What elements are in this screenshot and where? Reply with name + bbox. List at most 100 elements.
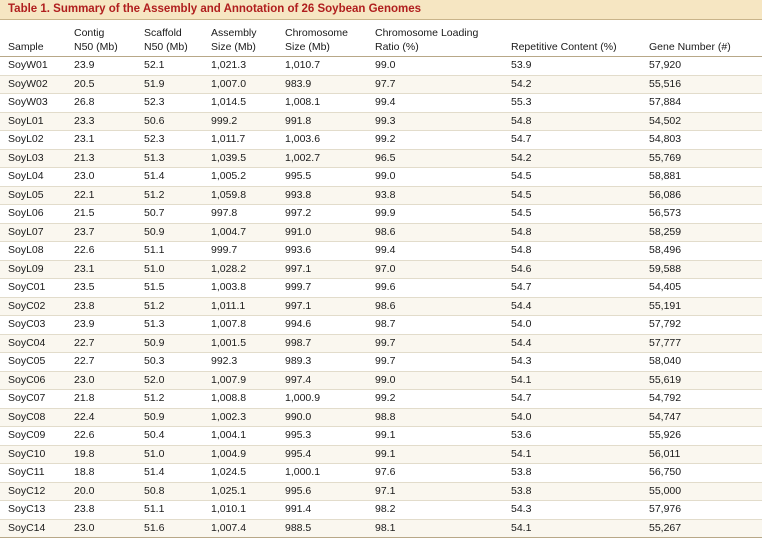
value-cell: 991.0 [277, 223, 367, 242]
value-cell: 23.0 [66, 371, 136, 390]
value-cell: 52.3 [136, 130, 203, 150]
value-cell: 51.1 [136, 241, 203, 261]
value-cell: 97.1 [367, 482, 503, 501]
value-cell: 55,619 [641, 371, 762, 390]
value-cell: 1,008.1 [277, 93, 367, 113]
value-cell: 99.1 [367, 426, 503, 446]
value-cell: 1,039.5 [203, 149, 277, 168]
table-row: SoyL03 21.3 51.3 1,039.5 1,002.7 96.5 54.2 55,7… [0, 149, 762, 168]
header-row: Sample Contig N50 (Mb) Scaffold N50 (Mb) Asse… [0, 20, 762, 57]
value-cell: 997.1 [277, 297, 367, 316]
column-header: Sample [0, 20, 66, 57]
value-cell: 56,086 [641, 186, 762, 205]
value-cell: 1,010.7 [277, 56, 367, 76]
table-row: SoyC04 22.7 50.9 1,001.5 998.7 99.7 54.4 57,777 [0, 334, 762, 353]
sample-cell: SoyC03 [0, 315, 66, 335]
column-header-line1: Scaffold [144, 27, 182, 39]
table-row: SoyW01 23.9 52.1 1,021.3 1,010.7 99.0 53.9 57,9… [0, 56, 762, 76]
value-cell: 56,750 [641, 463, 762, 483]
value-cell: 55,926 [641, 426, 762, 446]
value-cell: 1,005.2 [203, 167, 277, 187]
value-cell: 99.7 [367, 352, 503, 372]
value-cell: 51.9 [136, 75, 203, 94]
value-cell: 50.9 [136, 223, 203, 242]
value-cell: 54.5 [503, 186, 641, 205]
value-cell: 54,803 [641, 130, 762, 150]
sample-cell: SoyL04 [0, 167, 66, 187]
value-cell: 993.6 [277, 241, 367, 261]
value-cell: 20.5 [66, 75, 136, 94]
value-cell: 99.0 [367, 56, 503, 76]
value-cell: 997.8 [203, 204, 277, 224]
value-cell: 98.1 [367, 519, 503, 538]
table-body: SoyW01 23.9 52.1 1,021.3 1,010.7 99.0 53.9 57,9… [0, 56, 762, 538]
value-cell: 59,588 [641, 260, 762, 279]
sample-cell: SoyC01 [0, 278, 66, 298]
value-cell: 53.8 [503, 482, 641, 501]
value-cell: 18.8 [66, 463, 136, 483]
column-header-line1: Chromosome Loading [375, 27, 479, 39]
value-cell: 1,000.1 [277, 463, 367, 483]
value-cell: 54.3 [503, 352, 641, 372]
value-cell: 51.2 [136, 297, 203, 316]
value-cell: 23.8 [66, 500, 136, 520]
value-cell: 58,259 [641, 223, 762, 242]
value-cell: 54.7 [503, 278, 641, 298]
value-cell: 99.0 [367, 371, 503, 390]
table-row: SoyL01 23.3 50.6 999.2 991.8 99.3 54.8 54,502 [0, 112, 762, 131]
column-header: Repetitive Content (%) [503, 20, 641, 57]
sample-cell: SoyC10 [0, 445, 66, 464]
value-cell: 23.3 [66, 112, 136, 131]
value-cell: 50.8 [136, 482, 203, 501]
table-caption: Table 1. Summary of the Assembly and Ann… [0, 0, 762, 20]
value-cell: 53.6 [503, 426, 641, 446]
table-row: SoyC03 23.9 51.3 1,007.8 994.6 98.7 54.0 57,792 [0, 315, 762, 335]
value-cell: 22.6 [66, 426, 136, 446]
sample-cell: SoyL08 [0, 241, 66, 261]
value-cell: 98.2 [367, 500, 503, 520]
value-cell: 58,881 [641, 167, 762, 187]
column-header-line2: Ratio (%) [375, 41, 419, 53]
value-cell: 1,024.5 [203, 463, 277, 483]
value-cell: 54.5 [503, 204, 641, 224]
value-cell: 99.7 [367, 334, 503, 353]
table-row: SoyC10 19.8 51.0 1,004.9 995.4 99.1 54.1 56,011 [0, 445, 762, 464]
value-cell: 54.8 [503, 112, 641, 131]
sample-cell: SoyL01 [0, 112, 66, 131]
value-cell: 54.7 [503, 389, 641, 409]
value-cell: 99.4 [367, 241, 503, 261]
value-cell: 93.8 [367, 186, 503, 205]
value-cell: 54.0 [503, 408, 641, 427]
value-cell: 50.7 [136, 204, 203, 224]
value-cell: 55.3 [503, 93, 641, 113]
value-cell: 55,267 [641, 519, 762, 538]
value-cell: 1,008.8 [203, 389, 277, 409]
value-cell: 23.5 [66, 278, 136, 298]
table-row: SoyL02 23.1 52.3 1,011.7 1,003.6 99.2 54.7 54,8… [0, 130, 762, 150]
column-header-line1: Chromosome [285, 27, 349, 39]
value-cell: 993.8 [277, 186, 367, 205]
column-header-line2: N50 (Mb) [74, 41, 118, 53]
value-cell: 23.1 [66, 130, 136, 150]
value-cell: 57,777 [641, 334, 762, 353]
table-row: SoyC07 21.8 51.2 1,008.8 1,000.9 99.2 54.7 54,7… [0, 389, 762, 409]
table-row: SoyC09 22.6 50.4 1,004.1 995.3 99.1 53.6 55,926 [0, 426, 762, 446]
value-cell: 55,191 [641, 297, 762, 316]
table-row: SoyC11 18.8 51.4 1,024.5 1,000.1 97.6 53.8 56,7… [0, 463, 762, 483]
value-cell: 54.2 [503, 75, 641, 94]
value-cell: 1,028.2 [203, 260, 277, 279]
value-cell: 1,014.5 [203, 93, 277, 113]
sample-cell: SoyC06 [0, 371, 66, 390]
sample-cell: SoyL06 [0, 204, 66, 224]
sample-cell: SoyW02 [0, 75, 66, 94]
value-cell: 989.3 [277, 352, 367, 372]
value-cell: 54.8 [503, 241, 641, 261]
value-cell: 997.4 [277, 371, 367, 390]
value-cell: 1,003.8 [203, 278, 277, 298]
table-row: SoyL08 22.6 51.1 999.7 993.6 99.4 54.8 58,496 [0, 241, 762, 261]
value-cell: 99.4 [367, 93, 503, 113]
column-header-line1 [649, 26, 762, 40]
value-cell: 22.4 [66, 408, 136, 427]
value-cell: 53.9 [503, 56, 641, 76]
